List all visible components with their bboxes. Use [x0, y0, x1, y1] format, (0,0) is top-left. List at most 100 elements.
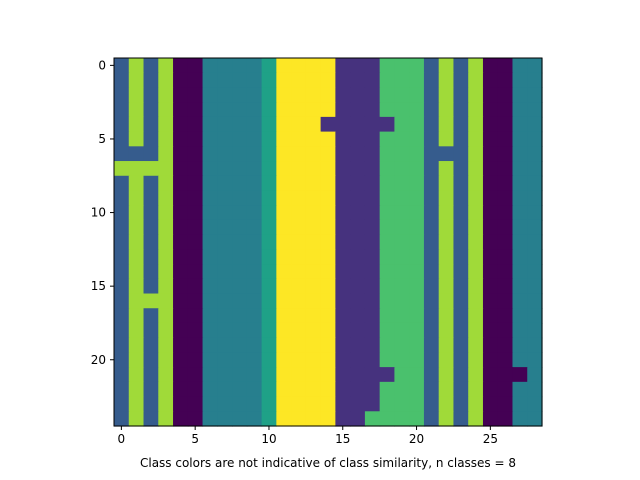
heatmap-cell — [394, 381, 410, 398]
heatmap-cell — [320, 116, 336, 133]
heatmap-cell — [291, 58, 307, 74]
heatmap-cell — [158, 234, 174, 250]
heatmap-cell — [158, 381, 174, 398]
heatmap-cell — [217, 175, 233, 192]
heatmap-cell — [394, 322, 410, 339]
heatmap-cell — [423, 146, 440, 162]
heatmap-cell — [128, 234, 145, 250]
heatmap-cell — [364, 190, 381, 206]
heatmap-cell — [173, 381, 189, 398]
heatmap-cell — [261, 264, 277, 280]
x-tick-label: 0 — [118, 432, 126, 446]
heatmap-cell — [497, 293, 514, 309]
heatmap-cell — [497, 249, 514, 265]
heatmap-cell — [232, 87, 248, 103]
heatmap-cell — [394, 278, 410, 295]
heatmap-cell — [453, 278, 469, 295]
heatmap-cell — [202, 367, 218, 383]
heatmap-cell — [276, 116, 292, 133]
heatmap-cell — [305, 87, 322, 103]
heatmap-cell — [438, 161, 455, 177]
heatmap-cell — [350, 175, 366, 192]
heatmap-cell — [320, 58, 336, 74]
heatmap-cell — [394, 308, 410, 324]
heatmap-cell — [527, 190, 543, 206]
heatmap-cell — [527, 396, 543, 412]
heatmap-cell — [261, 58, 277, 74]
heatmap-cell — [114, 234, 130, 250]
heatmap-cell — [187, 278, 204, 295]
heatmap-cell — [217, 190, 233, 206]
heatmap-cell — [527, 352, 543, 368]
heatmap-cell — [202, 278, 218, 295]
heatmap-cell — [497, 87, 514, 103]
heatmap-cell — [202, 322, 218, 339]
heatmap-cell — [379, 219, 396, 236]
heatmap-cell — [143, 190, 159, 206]
heatmap-cell — [497, 381, 514, 398]
heatmap-cell — [173, 396, 189, 412]
heatmap-cell — [217, 87, 233, 103]
heatmap-cell — [320, 278, 336, 295]
heatmap-cells — [114, 58, 543, 427]
heatmap-cell — [217, 278, 233, 295]
heatmap-cell — [173, 264, 189, 280]
heatmap-cell — [143, 396, 159, 412]
heatmap-cell — [409, 146, 425, 162]
heatmap-cell — [527, 381, 543, 398]
heatmap-cell — [394, 264, 410, 280]
heatmap-cell — [173, 175, 189, 192]
heatmap-cell — [394, 337, 410, 353]
heatmap-cell — [261, 396, 277, 412]
heatmap-cell — [291, 161, 307, 177]
heatmap-cell — [527, 58, 543, 74]
heatmap-cell — [143, 219, 159, 236]
heatmap-cell — [438, 367, 455, 383]
heatmap-cell — [187, 58, 204, 74]
x-tick-label: 25 — [483, 432, 498, 446]
heatmap-cell — [482, 367, 499, 383]
heatmap-cell — [468, 352, 484, 368]
heatmap-cell — [364, 131, 381, 147]
heatmap-cell — [394, 102, 410, 118]
heatmap-cell — [364, 205, 381, 221]
heatmap-cell — [261, 205, 277, 221]
y-axis-ticks: 0 5 10 15 20 — [91, 58, 114, 367]
heatmap-cell — [128, 367, 145, 383]
heatmap-cell — [246, 278, 263, 295]
heatmap-cell — [438, 72, 455, 89]
heatmap-cell — [409, 58, 425, 74]
heatmap-cell — [527, 322, 543, 339]
heatmap-cell — [158, 322, 174, 339]
heatmap-cell — [423, 87, 440, 103]
heatmap-cell — [379, 205, 396, 221]
heatmap-cell — [114, 352, 130, 368]
heatmap-cell — [453, 337, 469, 353]
heatmap-cell — [482, 352, 499, 368]
heatmap-cell — [423, 234, 440, 250]
heatmap-cell — [187, 205, 204, 221]
heatmap-cell — [497, 131, 514, 147]
heatmap-cell — [512, 411, 528, 427]
heatmap-cell — [246, 161, 263, 177]
heatmap-cell — [261, 381, 277, 398]
heatmap-cell — [173, 278, 189, 295]
heatmap-cell — [232, 72, 248, 89]
heatmap-cell — [158, 249, 174, 265]
heatmap-cell — [409, 161, 425, 177]
heatmap-cell — [379, 293, 396, 309]
heatmap-cell — [409, 87, 425, 103]
heatmap-cell — [320, 322, 336, 339]
heatmap-cell — [409, 396, 425, 412]
heatmap-cell — [438, 264, 455, 280]
heatmap-cell — [114, 411, 130, 427]
heatmap-cell — [482, 87, 499, 103]
heatmap-cell — [276, 249, 292, 265]
heatmap-cell — [438, 381, 455, 398]
heatmap-cell — [364, 293, 381, 309]
heatmap-cell — [143, 146, 159, 162]
heatmap-cell — [202, 234, 218, 250]
heatmap-cell — [512, 102, 528, 118]
heatmap-cell — [158, 131, 174, 147]
